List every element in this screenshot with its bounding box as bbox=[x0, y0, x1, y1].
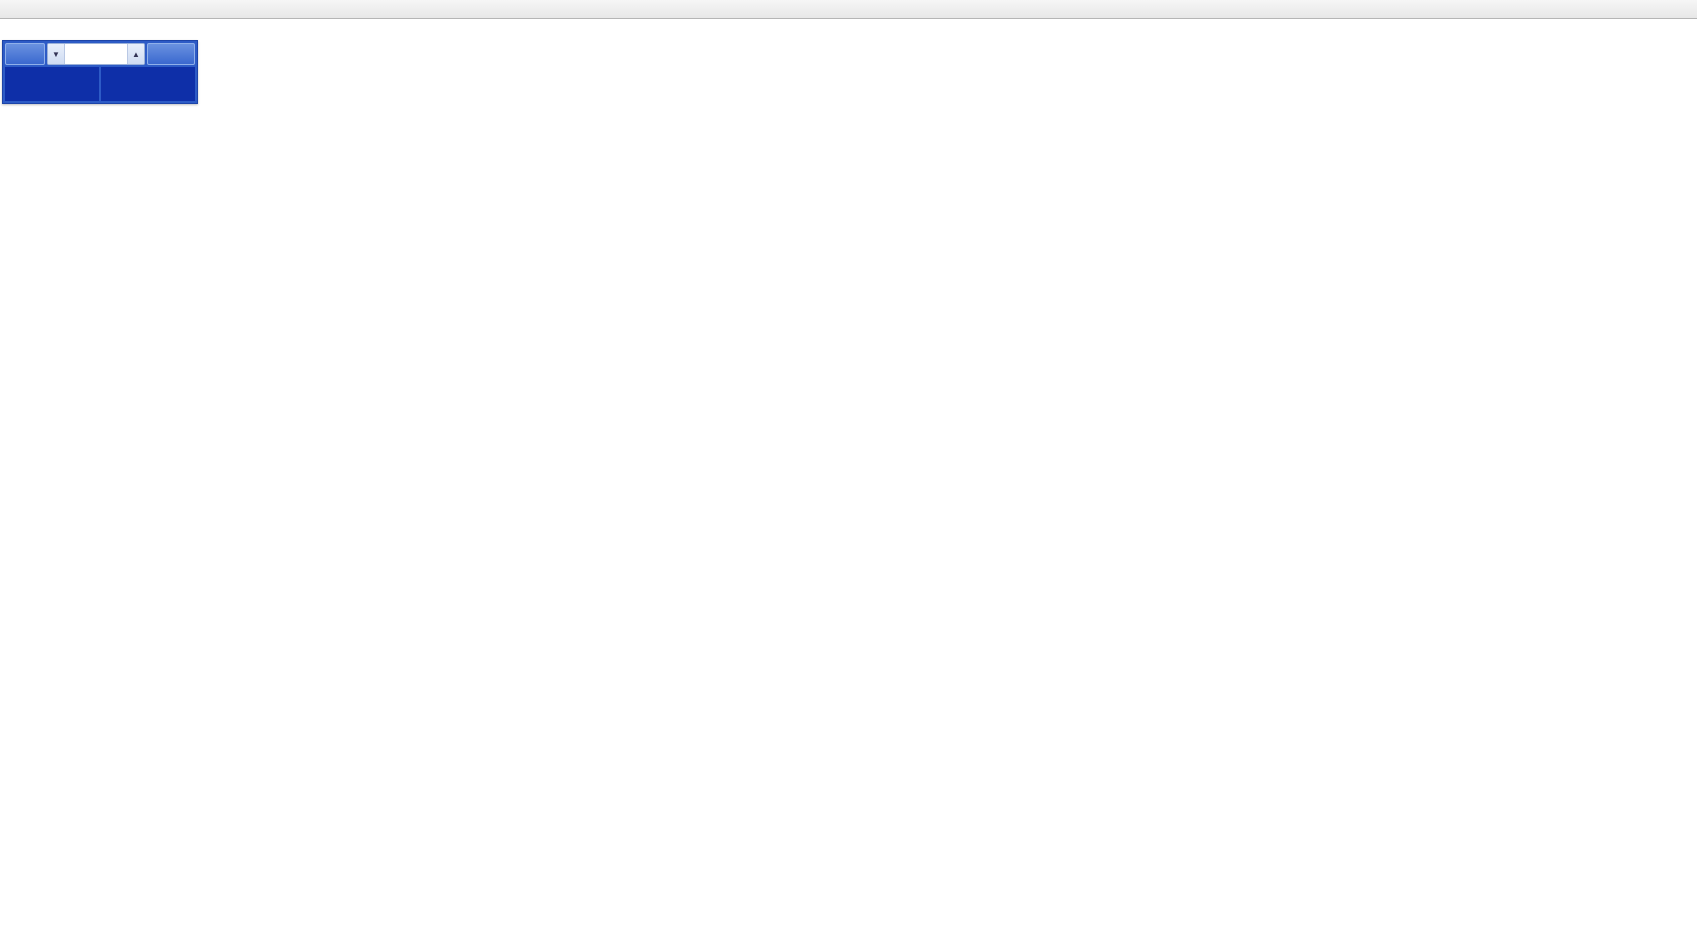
volume-decrease-button[interactable]: ▼ bbox=[48, 44, 65, 64]
buy-button[interactable] bbox=[147, 43, 195, 65]
volume-value[interactable] bbox=[65, 44, 127, 64]
volume-increase-button[interactable]: ▲ bbox=[127, 44, 144, 64]
sell-button[interactable] bbox=[5, 43, 45, 65]
buy-price[interactable] bbox=[101, 67, 195, 101]
volume-stepper: ▼ ▲ bbox=[47, 43, 145, 65]
sell-price[interactable] bbox=[5, 67, 99, 101]
one-click-trading-panel: ▼ ▲ bbox=[2, 40, 198, 104]
main-toolbar bbox=[0, 0, 1697, 19]
